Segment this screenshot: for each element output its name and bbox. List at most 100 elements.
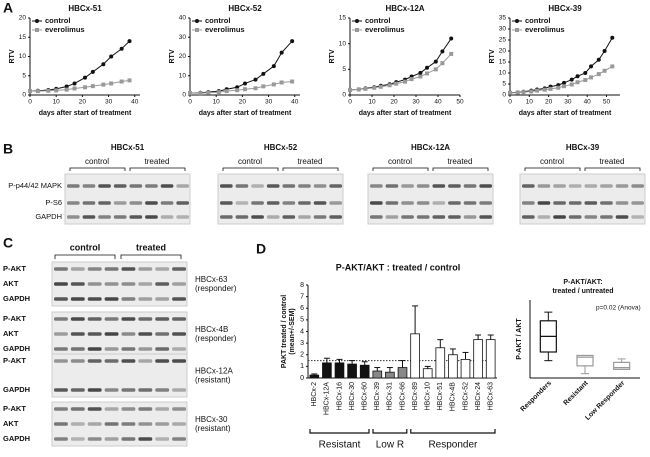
- blot-band: [104, 359, 119, 363]
- blot-band: [385, 201, 399, 205]
- blot-band: [121, 347, 136, 351]
- blot-band: [416, 201, 430, 205]
- blot-band: [87, 407, 102, 411]
- blot-band: [138, 359, 153, 363]
- blot-band: [160, 201, 174, 205]
- blot-band: [70, 297, 85, 301]
- x-tick-label: HBCx-10: [425, 382, 432, 411]
- marker: [35, 89, 40, 94]
- group-label: treated: [136, 242, 166, 252]
- x-tick-label: 10: [53, 99, 61, 106]
- marker: [271, 64, 276, 69]
- block-name: HBCx-30: [195, 415, 228, 424]
- blot-band: [432, 201, 446, 205]
- chart-title: HBCx-39: [548, 4, 582, 13]
- blot-band: [121, 407, 136, 411]
- blot-band: [416, 184, 430, 188]
- marker: [440, 61, 445, 66]
- legend-marker: [35, 19, 39, 23]
- marker: [101, 82, 106, 87]
- blot-band: [121, 317, 136, 321]
- row-label: AKT: [3, 279, 19, 288]
- legend-label: control: [205, 16, 230, 25]
- blot-band: [155, 407, 170, 411]
- marker: [583, 71, 588, 75]
- blot-band: [70, 317, 85, 321]
- blot-band: [537, 215, 551, 219]
- blot-band: [70, 332, 85, 336]
- x-tick-label: 30: [265, 99, 273, 106]
- blot-band: [138, 297, 153, 301]
- x-tick-label: Low Responder: [584, 380, 626, 422]
- bar: [347, 363, 357, 379]
- blot-band: [54, 407, 68, 411]
- y-tick-label: 7: [300, 293, 304, 300]
- group-label: treated: [298, 157, 323, 166]
- group-label: control: [70, 242, 101, 252]
- x-tick-label: 20: [390, 99, 398, 106]
- row-label: AKT: [3, 419, 19, 428]
- marker: [589, 64, 594, 69]
- blot-band: [329, 201, 342, 205]
- bar: [334, 362, 345, 379]
- x-axis-label: days after start of treatment: [199, 110, 292, 117]
- group-label: treated: [448, 157, 473, 166]
- group-label: Responder: [428, 440, 478, 451]
- blot-band: [98, 215, 111, 219]
- blot-band: [121, 332, 136, 336]
- blot-band: [631, 215, 644, 219]
- blot-band: [104, 317, 119, 321]
- y-tick-label: 10: [499, 70, 507, 77]
- blot-band: [600, 201, 613, 205]
- marker: [243, 87, 247, 92]
- panel-label: D: [256, 241, 266, 257]
- y-axis-label: RTV: [329, 49, 336, 63]
- block-status: (resistant): [195, 424, 231, 433]
- marker: [356, 87, 361, 92]
- bar: [485, 339, 496, 379]
- blot-band: [54, 359, 68, 363]
- blot-band: [401, 184, 414, 188]
- annotation: p=0.02 (Anova): [596, 305, 641, 312]
- marker: [610, 35, 615, 40]
- blot-band: [176, 215, 189, 219]
- blot-band: [522, 184, 535, 188]
- marker: [261, 71, 266, 76]
- y-tick-label: 40: [179, 15, 187, 22]
- marker: [101, 62, 106, 67]
- y-tick-label: 25: [499, 37, 507, 44]
- x-tick-label: 20: [79, 99, 87, 106]
- blot-band: [329, 215, 342, 219]
- x-tick-label: 20: [545, 99, 553, 106]
- bar: [460, 358, 471, 379]
- marker: [119, 46, 124, 51]
- bar: [448, 354, 458, 379]
- blot-band: [615, 215, 629, 219]
- blot-band: [70, 282, 85, 286]
- bar: [309, 374, 320, 379]
- blot-band: [172, 407, 186, 411]
- blot-band: [104, 347, 119, 351]
- group-bracket: [120, 254, 182, 259]
- blot-band: [251, 184, 264, 188]
- blot-band: [70, 359, 85, 363]
- row-label: P-S6: [45, 198, 62, 207]
- group-label: treated: [600, 157, 625, 166]
- marker: [562, 80, 567, 85]
- row-label: P-AKT: [3, 404, 26, 413]
- group-bracket: [372, 167, 429, 171]
- y-tick-label: 10: [339, 40, 347, 47]
- blot-band: [54, 347, 68, 351]
- legend-marker: [195, 28, 199, 32]
- x-tick-label: 40: [291, 99, 299, 106]
- y-tick-label: 15: [339, 15, 347, 22]
- blot-band: [463, 201, 477, 205]
- marker: [279, 80, 284, 85]
- blot-band: [104, 282, 119, 286]
- marker: [216, 90, 221, 95]
- y-axis-label: RTV: [489, 49, 496, 63]
- marker: [596, 57, 601, 62]
- legend-marker: [35, 28, 39, 32]
- y-tick-label: 20: [19, 15, 27, 22]
